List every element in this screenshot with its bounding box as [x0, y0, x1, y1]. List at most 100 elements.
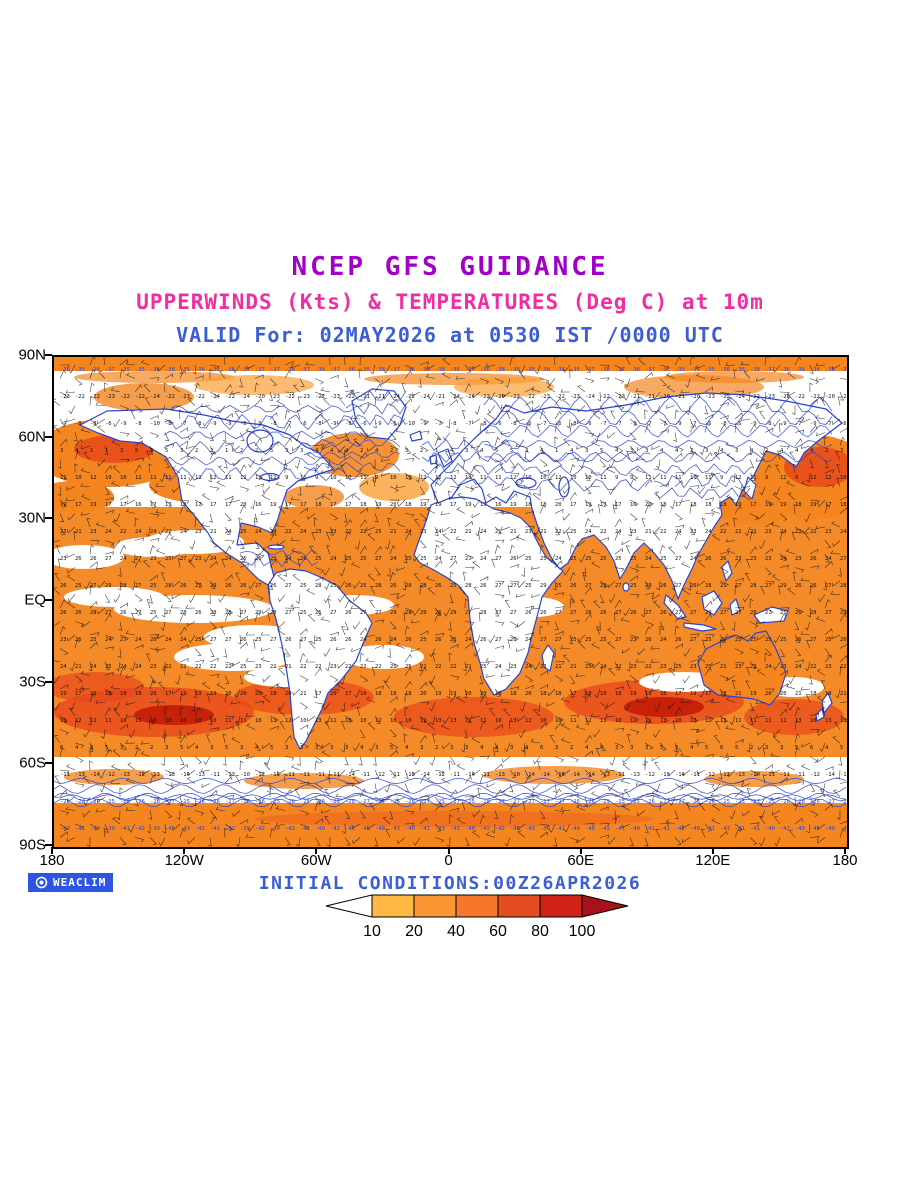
- svg-text:28: 28: [840, 583, 847, 589]
- svg-text:17: 17: [330, 502, 337, 508]
- svg-text:-14: -14: [465, 772, 476, 778]
- svg-text:13: 13: [465, 475, 472, 481]
- svg-text:21: 21: [300, 691, 307, 697]
- svg-text:12: 12: [450, 475, 457, 481]
- island-iceland: [409, 430, 423, 442]
- svg-text:4: 4: [690, 745, 694, 751]
- svg-text:25: 25: [780, 637, 787, 643]
- svg-text:27: 27: [450, 556, 457, 562]
- svg-text:26: 26: [795, 637, 802, 643]
- svg-text:28: 28: [315, 583, 322, 589]
- svg-text:4: 4: [345, 448, 349, 454]
- svg-text:-38: -38: [750, 367, 760, 373]
- svg-text:4: 4: [615, 448, 619, 454]
- svg-text:25: 25: [585, 637, 592, 643]
- svg-text:4: 4: [675, 448, 679, 454]
- svg-text:-6: -6: [555, 421, 562, 427]
- svg-text:17: 17: [675, 502, 682, 508]
- svg-text:10: 10: [405, 475, 412, 481]
- svg-text:27: 27: [735, 583, 742, 589]
- svg-text:26: 26: [750, 610, 757, 616]
- svg-text:25: 25: [315, 610, 322, 616]
- island-sri-lanka: [622, 582, 630, 592]
- svg-text:-38: -38: [285, 367, 295, 373]
- temperature-numbers: -38 -35 -36 -37 -35 -35 -36 -38 -35 -36 -35 -38 -37-…: [60, 367, 847, 832]
- svg-text:-42: -42: [195, 826, 205, 832]
- svg-text:3: 3: [300, 448, 303, 454]
- svg-text:-38: -38: [495, 367, 505, 373]
- svg-text:20: 20: [780, 691, 787, 697]
- svg-text:-8: -8: [450, 421, 457, 427]
- weaclim-logo-icon: [35, 876, 48, 889]
- svg-text:12: 12: [630, 718, 637, 724]
- svg-text:-9: -9: [60, 421, 67, 427]
- svg-text:18: 18: [510, 691, 517, 697]
- svg-text:13: 13: [825, 718, 832, 724]
- svg-text:-9: -9: [780, 421, 787, 427]
- svg-text:23: 23: [540, 664, 547, 670]
- svg-text:27: 27: [330, 610, 337, 616]
- continent-africa: [413, 496, 564, 696]
- axis-tick: [51, 847, 53, 854]
- svg-text:3: 3: [630, 448, 633, 454]
- svg-text:-27: -27: [375, 799, 385, 805]
- legend-left-arrow: [325, 894, 373, 918]
- svg-text:23: 23: [660, 664, 667, 670]
- svg-text:19: 19: [810, 502, 817, 508]
- svg-text:10: 10: [540, 475, 547, 481]
- svg-text:12: 12: [825, 475, 832, 481]
- svg-text:27: 27: [210, 637, 217, 643]
- svg-text:-27: -27: [360, 799, 370, 805]
- svg-text:26: 26: [285, 637, 292, 643]
- svg-text:-25: -25: [720, 799, 730, 805]
- svg-text:-35: -35: [705, 367, 715, 373]
- svg-text:-7: -7: [285, 421, 292, 427]
- svg-text:-28: -28: [780, 799, 790, 805]
- svg-text:-13: -13: [150, 772, 160, 778]
- svg-text:-41: -41: [615, 826, 625, 832]
- svg-text:26: 26: [345, 637, 352, 643]
- svg-text:25: 25: [375, 529, 382, 535]
- svg-text:-12: -12: [810, 772, 820, 778]
- svg-text:26: 26: [195, 610, 202, 616]
- svg-text:24: 24: [210, 556, 217, 562]
- svg-text:23: 23: [690, 529, 697, 535]
- svg-text:22: 22: [180, 664, 187, 670]
- svg-text:-22: -22: [345, 394, 355, 400]
- axis-tick: [711, 847, 714, 854]
- svg-text:3: 3: [120, 448, 123, 454]
- svg-text:-41: -41: [705, 826, 715, 832]
- svg-text:-25: -25: [765, 799, 775, 805]
- svg-text:-35: -35: [135, 367, 145, 373]
- svg-text:22: 22: [165, 529, 172, 535]
- axis-tick: [45, 762, 52, 765]
- svg-text:-27: -27: [225, 799, 235, 805]
- svg-text:28: 28: [750, 583, 757, 589]
- island-new-guinea: [753, 606, 789, 624]
- svg-text:18: 18: [555, 691, 562, 697]
- legend-right-arrow: [581, 894, 629, 918]
- svg-text:-13: -13: [735, 772, 745, 778]
- svg-text:24: 24: [270, 529, 277, 535]
- svg-text:5: 5: [180, 745, 183, 751]
- svg-text:11: 11: [675, 475, 682, 481]
- svg-text:-11: -11: [615, 772, 625, 778]
- svg-text:23: 23: [690, 664, 697, 670]
- svg-text:25: 25: [780, 610, 787, 616]
- svg-text:27: 27: [225, 637, 232, 643]
- svg-text:26: 26: [75, 637, 82, 643]
- svg-text:-11: -11: [690, 772, 700, 778]
- continents: [79, 388, 843, 750]
- svg-text:12: 12: [135, 475, 142, 481]
- svg-text:24: 24: [465, 637, 472, 643]
- svg-text:-6: -6: [735, 421, 742, 427]
- svg-text:-22: -22: [600, 394, 610, 400]
- svg-text:20: 20: [480, 691, 487, 697]
- svg-text:24: 24: [615, 529, 622, 535]
- svg-text:-24: -24: [390, 394, 401, 400]
- lon-label-180w: 180: [39, 852, 65, 869]
- svg-text:24: 24: [795, 664, 802, 670]
- svg-text:-41: -41: [450, 826, 460, 832]
- svg-text:-24: -24: [150, 394, 161, 400]
- svg-text:13: 13: [315, 718, 322, 724]
